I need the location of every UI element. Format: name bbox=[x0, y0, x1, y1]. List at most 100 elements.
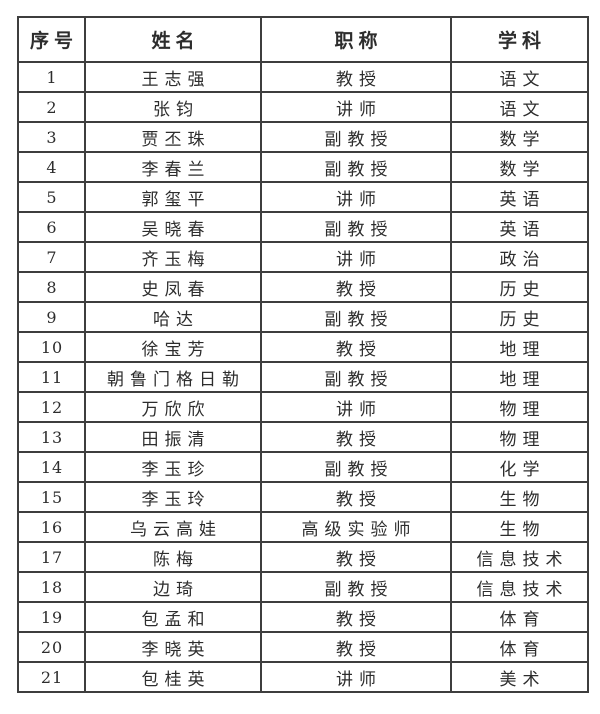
cell-name: 朝鲁门格日勒 bbox=[84, 361, 262, 393]
cell-title: 副教授 bbox=[260, 151, 452, 183]
cell-no: 5 bbox=[17, 181, 86, 213]
cell-no: 11 bbox=[17, 361, 86, 393]
table-row: 2 张钧 讲师 语文 bbox=[17, 91, 589, 123]
cell-subject: 历史 bbox=[450, 271, 589, 303]
cell-name: 田振清 bbox=[84, 421, 262, 453]
cell-name: 哈达 bbox=[84, 301, 262, 333]
cell-title: 教授 bbox=[260, 271, 452, 303]
cell-subject: 英语 bbox=[450, 181, 589, 213]
cell-no: 16 bbox=[17, 511, 86, 543]
cell-title: 教授 bbox=[260, 61, 452, 93]
cell-name: 包桂英 bbox=[84, 661, 262, 693]
cell-subject: 美术 bbox=[450, 661, 589, 693]
cell-name: 史凤春 bbox=[84, 271, 262, 303]
cell-name: 徐宝芳 bbox=[84, 331, 262, 363]
table-row: 5 郭玺平 讲师 英语 bbox=[17, 181, 589, 213]
cell-no: 1 bbox=[17, 61, 86, 93]
table-row: 17 陈梅 教授 信息技术 bbox=[17, 541, 589, 573]
cell-title: 教授 bbox=[260, 631, 452, 663]
cell-title: 副教授 bbox=[260, 121, 452, 153]
cell-name: 王志强 bbox=[84, 61, 262, 93]
cell-name: 包孟和 bbox=[84, 601, 262, 633]
table-row: 8 史凤春 教授 历史 bbox=[17, 271, 589, 303]
cell-no: 10 bbox=[17, 331, 86, 363]
table-row: 7 齐玉梅 讲师 政治 bbox=[17, 241, 589, 273]
table-row: 3 贾丕珠 副教授 数学 bbox=[17, 121, 589, 153]
table-body: 1 王志强 教授 语文 2 张钧 讲师 语文 3 贾丕珠 副教授 数学 4 李春兰 副教授 数学 5 郭玺平 讲师英… bbox=[17, 61, 589, 693]
cell-name: 陈梅 bbox=[84, 541, 262, 573]
table-row: 10 徐宝芳 教授 地理 bbox=[17, 331, 589, 363]
table-row: 6 吴晓春 副教授 英语 bbox=[17, 211, 589, 243]
cell-no: 17 bbox=[17, 541, 86, 573]
cell-name: 万欣欣 bbox=[84, 391, 262, 423]
cell-title: 副教授 bbox=[260, 451, 452, 483]
cell-no: 6 bbox=[17, 211, 86, 243]
cell-title: 教授 bbox=[260, 331, 452, 363]
cell-title: 讲师 bbox=[260, 91, 452, 123]
cell-title: 教授 bbox=[260, 541, 452, 573]
table-row: 19 包孟和 教授 体育 bbox=[17, 601, 589, 633]
cell-subject: 生物 bbox=[450, 511, 589, 543]
cell-name: 贾丕珠 bbox=[84, 121, 262, 153]
table-row: 12 万欣欣 讲师 物理 bbox=[17, 391, 589, 423]
cell-title: 副教授 bbox=[260, 571, 452, 603]
header-cell-title: 职称 bbox=[260, 16, 452, 63]
cell-no: 14 bbox=[17, 451, 86, 483]
table-row: 15 李玉玲 教授 生物 bbox=[17, 481, 589, 513]
cell-subject: 地理 bbox=[450, 361, 589, 393]
cell-name: 吴晓春 bbox=[84, 211, 262, 243]
cell-title: 副教授 bbox=[260, 361, 452, 393]
cell-name: 李春兰 bbox=[84, 151, 262, 183]
cell-no: 18 bbox=[17, 571, 86, 603]
cell-title: 讲师 bbox=[260, 391, 452, 423]
cell-name: 边琦 bbox=[84, 571, 262, 603]
header-cell-subject: 学科 bbox=[450, 16, 589, 63]
teacher-roster-table: 序号 姓名 职称 学科 1 王志强 教授 语文 2 张钧 讲师 语文 3 贾丕珠 副教授 数学 4 李春兰… bbox=[17, 16, 589, 693]
cell-no: 20 bbox=[17, 631, 86, 663]
cell-no: 13 bbox=[17, 421, 86, 453]
table-row: 9 哈达 副教授 历史 bbox=[17, 301, 589, 333]
cell-no: 19 bbox=[17, 601, 86, 633]
cell-name: 李晓英 bbox=[84, 631, 262, 663]
cell-subject: 物理 bbox=[450, 391, 589, 423]
cell-name: 李玉珍 bbox=[84, 451, 262, 483]
cell-name: 郭玺平 bbox=[84, 181, 262, 213]
cell-title: 高级实验师 bbox=[260, 511, 452, 543]
table-row: 1 王志强 教授 语文 bbox=[17, 61, 589, 93]
cell-title: 教授 bbox=[260, 481, 452, 513]
cell-subject: 信息技术 bbox=[450, 541, 589, 573]
cell-name: 张钧 bbox=[84, 91, 262, 123]
table-row: 14 李玉珍 副教授 化学 bbox=[17, 451, 589, 483]
cell-no: 8 bbox=[17, 271, 86, 303]
cell-subject: 数学 bbox=[450, 121, 589, 153]
cell-subject: 体育 bbox=[450, 631, 589, 663]
cell-subject: 物理 bbox=[450, 421, 589, 453]
table-row: 20 李晓英 教授 体育 bbox=[17, 631, 589, 663]
table-row: 13 田振清 教授 物理 bbox=[17, 421, 589, 453]
cell-no: 21 bbox=[17, 661, 86, 693]
cell-title: 讲师 bbox=[260, 661, 452, 693]
cell-subject: 数学 bbox=[450, 151, 589, 183]
cell-title: 教授 bbox=[260, 421, 452, 453]
cell-subject: 历史 bbox=[450, 301, 589, 333]
cell-no: 2 bbox=[17, 91, 86, 123]
cell-name: 乌云高娃 bbox=[84, 511, 262, 543]
cell-subject: 生物 bbox=[450, 481, 589, 513]
cell-no: 7 bbox=[17, 241, 86, 273]
cell-no: 4 bbox=[17, 151, 86, 183]
cell-subject: 政治 bbox=[450, 241, 589, 273]
cell-subject: 体育 bbox=[450, 601, 589, 633]
cell-subject: 语文 bbox=[450, 61, 589, 93]
table-row: 4 李春兰 副教授 数学 bbox=[17, 151, 589, 183]
table-header: 序号 姓名 职称 学科 bbox=[17, 16, 589, 63]
cell-title: 讲师 bbox=[260, 241, 452, 273]
header-cell-name: 姓名 bbox=[84, 16, 262, 63]
cell-no: 9 bbox=[17, 301, 86, 333]
table-row: 11 朝鲁门格日勒 副教授 地理 bbox=[17, 361, 589, 393]
header-cell-no: 序号 bbox=[17, 16, 86, 63]
cell-no: 15 bbox=[17, 481, 86, 513]
cell-title: 讲师 bbox=[260, 181, 452, 213]
cell-title: 副教授 bbox=[260, 211, 452, 243]
cell-name: 齐玉梅 bbox=[84, 241, 262, 273]
cell-subject: 地理 bbox=[450, 331, 589, 363]
